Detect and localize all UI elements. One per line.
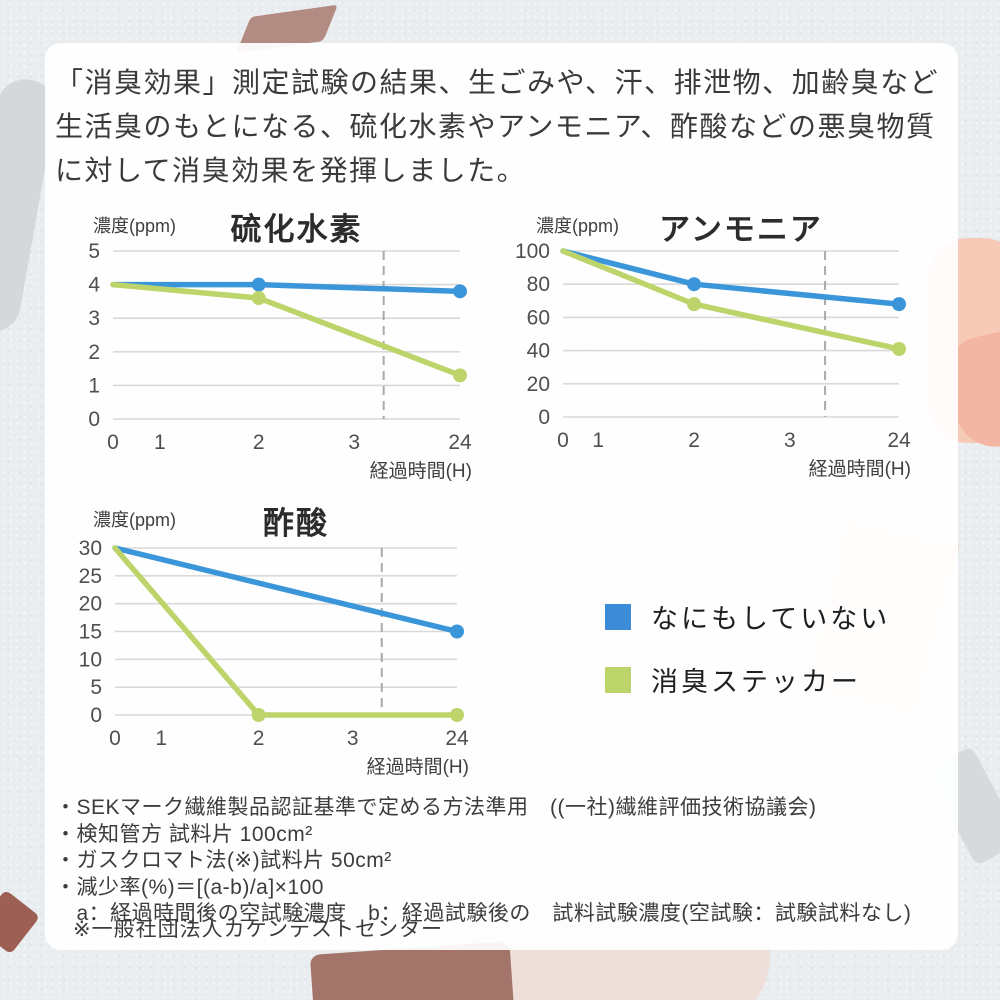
- x-axis-label: 経過時間(H): [367, 756, 469, 778]
- series-line: [112, 545, 460, 635]
- x-tick-label: 3: [348, 431, 360, 454]
- y-tick-label: 100: [515, 240, 550, 263]
- y-tick-label: 1: [88, 374, 100, 397]
- y-tick-label: 40: [527, 340, 550, 363]
- data-point: [251, 708, 266, 722]
- x-tick-label: 1: [154, 431, 166, 454]
- footnote-line: ・ガスクロマト法(※)試料片 50cm²: [55, 849, 392, 872]
- legend-item-deodorant-sticker: 消臭ステッカー: [605, 660, 890, 699]
- legend-label-untreated: なにもしていない: [651, 604, 891, 634]
- x-tick-label: 2: [253, 727, 265, 750]
- x-tick-label: 0: [107, 431, 119, 454]
- intro-text: 「消臭効果」測定試験の結果、生ごみや、汗、排泄物、加齢臭など生活臭のもとになる、…: [55, 67, 940, 186]
- footnotes: ・SEKマーク繊維製品認証基準で定める方法準用 ((一社)繊維評価技術協議会) …: [55, 795, 945, 928]
- data-point: [892, 297, 906, 312]
- x-tick-label: 0: [557, 429, 569, 452]
- legend-item-untreated: なにもしていない: [605, 597, 890, 636]
- y-tick-label: 0: [538, 406, 550, 429]
- data-point: [450, 624, 464, 639]
- x-tick-label: 1: [592, 429, 604, 452]
- y-tick-label: 60: [527, 306, 550, 329]
- x-tick-label: 24: [887, 429, 911, 452]
- data-point: [892, 341, 906, 356]
- chart-title: アンモニア: [659, 212, 823, 247]
- data-point: [251, 291, 266, 306]
- y-axis-label: 濃度(ppm): [93, 216, 176, 236]
- y-tick-label: 20: [79, 593, 102, 616]
- x-axis-label: 経過時間(H): [370, 460, 472, 482]
- footnote-line: ・減少率(%)＝[(a-b)/a]×100: [55, 875, 324, 899]
- y-tick-label: 5: [88, 240, 100, 263]
- y-tick-label: 0: [90, 704, 102, 727]
- y-tick-label: 3: [88, 307, 100, 330]
- x-tick-label: 24: [445, 727, 469, 750]
- data-point: [687, 297, 702, 312]
- x-tick-label: 3: [784, 429, 796, 452]
- x-tick-label: 3: [347, 727, 359, 750]
- legend-label-deodorant-sticker: 消臭ステッカー: [651, 667, 861, 697]
- x-tick-label: 2: [688, 429, 700, 452]
- y-tick-label: 20: [527, 373, 550, 396]
- y-axis-label: 濃度(ppm): [93, 510, 176, 530]
- y-tick-label: 15: [79, 621, 102, 644]
- data-point: [453, 368, 467, 383]
- series-line: [560, 248, 902, 307]
- source-note: ※一般社団法人カケンテストセンター: [73, 918, 443, 941]
- x-tick-label: 0: [109, 727, 121, 750]
- footnote-line: ・SEKマーク繊維製品認証基準で定める方法準用 ((一社)繊維評価技術協議会): [55, 796, 817, 819]
- y-tick-label: 10: [79, 648, 102, 671]
- x-tick-label: 1: [155, 727, 167, 750]
- y-tick-label: 30: [79, 537, 102, 560]
- data-point: [453, 284, 467, 299]
- legend: なにもしていない 消臭ステッカー: [605, 597, 890, 723]
- y-tick-label: 25: [79, 565, 102, 588]
- legend-swatch-deodorant-sticker: [605, 666, 631, 693]
- series-line: [110, 281, 463, 379]
- legend-swatch-untreated: [605, 603, 631, 630]
- footnote-line: ・検知管方 試料片 100cm²: [55, 822, 313, 846]
- y-axis-label: 濃度(ppm): [536, 216, 619, 236]
- x-tick-label: 24: [448, 431, 472, 454]
- y-tick-label: 2: [88, 341, 100, 364]
- x-axis-label: 経過時間(H): [809, 458, 911, 480]
- data-point: [687, 277, 702, 292]
- chart-title: 酢酸: [263, 506, 329, 541]
- data-point: [251, 277, 266, 292]
- chart-title: 硫化水素: [231, 212, 363, 247]
- x-tick-label: 2: [253, 431, 265, 454]
- y-tick-label: 80: [527, 273, 550, 296]
- footnote-line: a：経過時間後の空試験濃度 b：経過試験後の 試料試験濃度(空試験：試験試料なし…: [55, 902, 912, 925]
- data-point: [450, 708, 464, 722]
- y-tick-label: 4: [88, 274, 100, 297]
- y-tick-label: 5: [90, 676, 102, 699]
- content-card: 「消臭効果」測定試験の結果、生ごみや、汗、排泄物、加齢臭など生活臭のもとになる、…: [45, 43, 958, 950]
- decor-bottom-left-red: [0, 889, 41, 955]
- y-tick-label: 0: [88, 408, 100, 431]
